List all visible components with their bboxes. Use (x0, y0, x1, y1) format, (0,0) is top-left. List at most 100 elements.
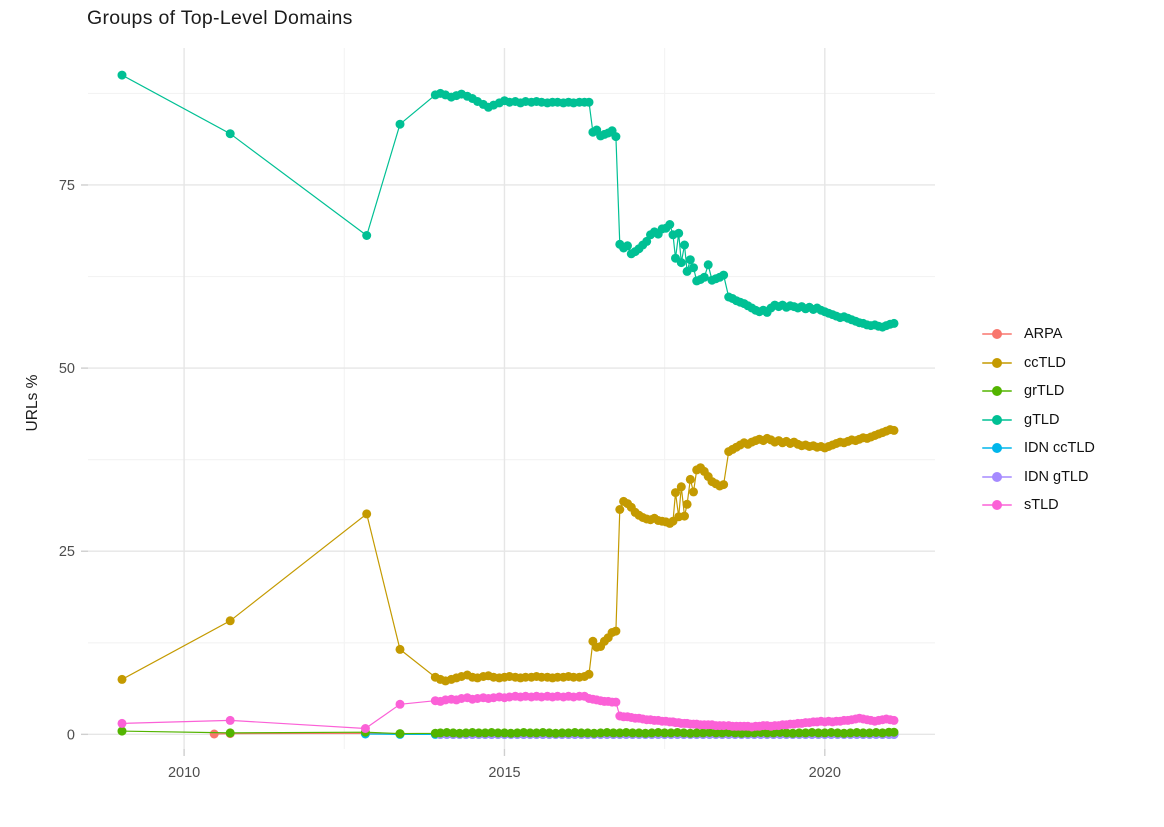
legend-item-stld: sTLD (982, 491, 1095, 520)
data-point-grTLD (871, 728, 881, 737)
data-point-grTLD (820, 728, 830, 738)
data-point-grTLD (711, 728, 721, 738)
legend-item-cctld: ccTLD (982, 349, 1095, 378)
data-point-grTLD (608, 728, 618, 738)
y-tick-label: 0 (67, 727, 75, 743)
data-point-grTLD (647, 728, 657, 738)
data-point-sTLD (117, 718, 127, 728)
legend-item-gtld: gTLD (982, 406, 1095, 435)
data-point-gTLD (699, 272, 709, 282)
data-point-gTLD (362, 231, 372, 240)
data-point-grTLD (474, 728, 484, 738)
data-point-grTLD (493, 728, 503, 738)
data-point-sTLD (611, 697, 621, 707)
data-point-grTLD (564, 728, 573, 738)
data-point-ccTLD (689, 487, 698, 497)
legend-dot-icon (992, 500, 1002, 511)
data-point-ccTLD (584, 669, 594, 679)
data-point-ccTLD (611, 626, 621, 636)
data-point-grTLD (576, 728, 586, 738)
data-point-sTLD (360, 724, 370, 733)
data-point-grTLD (583, 728, 593, 738)
data-point-grTLD (596, 728, 606, 738)
legend-dot-icon (992, 386, 1002, 397)
legend-key-idn-cctld (982, 442, 1012, 454)
legend-key-idn-gtld (982, 471, 1012, 483)
data-point-grTLD (442, 728, 452, 737)
x-tick-label: 2020 (809, 765, 841, 781)
data-point-grTLD (679, 728, 689, 738)
data-point-grTLD (455, 728, 465, 738)
legend-key-grtld (982, 385, 1012, 397)
data-point-gTLD (117, 70, 127, 80)
legend-item-idn-cctld: IDN ccTLD (982, 434, 1095, 463)
y-tick-label: 25 (59, 544, 75, 560)
data-point-grTLD (660, 728, 670, 738)
data-point-gTLD (676, 258, 686, 268)
data-point-grTLD (589, 728, 599, 738)
data-point-grTLD (506, 728, 516, 738)
legend-label-idn-cctld: IDN ccTLD (1024, 440, 1095, 457)
legend: ARPA ccTLD grTLD gTLD IDN ccTLD IDN gTLD… (982, 320, 1095, 520)
data-point-ccTLD (395, 644, 405, 654)
data-point-grTLD (544, 728, 554, 738)
data-point-ccTLD (680, 511, 689, 521)
data-point-gTLD (689, 263, 698, 273)
data-point-grTLD (858, 728, 868, 738)
data-point-grTLD (480, 728, 490, 738)
data-point-gTLD (674, 228, 684, 238)
data-point-grTLD (467, 728, 477, 737)
data-point-gTLD (611, 132, 621, 142)
data-point-grTLD (852, 728, 862, 737)
data-point-grTLD (653, 728, 663, 737)
data-point-ccTLD (362, 509, 372, 519)
data-point-grTLD (762, 728, 772, 738)
data-point-grTLD (557, 728, 567, 738)
data-point-ccTLD (889, 425, 899, 435)
data-point-gTLD (685, 255, 695, 265)
data-point-grTLD (532, 728, 541, 738)
data-point-grTLD (461, 728, 471, 738)
legend-label-cctld: ccTLD (1024, 354, 1066, 371)
data-point-gTLD (395, 119, 405, 129)
data-point-ccTLD (117, 674, 127, 684)
data-point-grTLD (551, 728, 561, 738)
data-point-sTLD (889, 715, 899, 725)
data-point-grTLD (807, 728, 817, 737)
data-point-grTLD (519, 728, 529, 737)
data-point-gTLD (719, 270, 729, 280)
data-point-grTLD (570, 728, 580, 737)
data-point-grTLD (692, 728, 702, 738)
series-line-gTLD (121, 74, 895, 328)
legend-dot-icon (992, 471, 1002, 482)
legend-dot-icon (992, 414, 1002, 425)
data-point-grTLD (845, 728, 855, 738)
data-point-grTLD (602, 728, 612, 737)
data-point-grTLD (801, 728, 811, 738)
data-point-grTLD (813, 728, 823, 738)
legend-dot-icon (992, 329, 1002, 340)
data-point-gTLD (680, 240, 689, 250)
data-point-grTLD (685, 728, 695, 738)
data-point-sTLD (225, 715, 235, 725)
data-point-grTLD (448, 728, 458, 738)
legend-item-arpa: ARPA (982, 320, 1095, 349)
data-point-grTLD (672, 728, 682, 737)
data-point-grTLD (788, 728, 798, 738)
data-point-grTLD (781, 728, 791, 738)
data-point-grTLD (833, 728, 843, 738)
data-point-grTLD (865, 728, 875, 738)
data-point-grTLD (621, 728, 631, 737)
legend-key-cctld (982, 357, 1012, 369)
legend-key-gtld (982, 414, 1012, 426)
data-point-gTLD (665, 220, 675, 229)
data-point-grTLD (487, 728, 497, 737)
data-point-gTLD (889, 318, 899, 328)
data-point-grTLD (634, 728, 644, 738)
legend-label-gtld: gTLD (1024, 411, 1060, 428)
data-point-ccTLD (225, 616, 235, 626)
legend-key-stld (982, 499, 1012, 511)
data-point-grTLD (615, 728, 625, 738)
